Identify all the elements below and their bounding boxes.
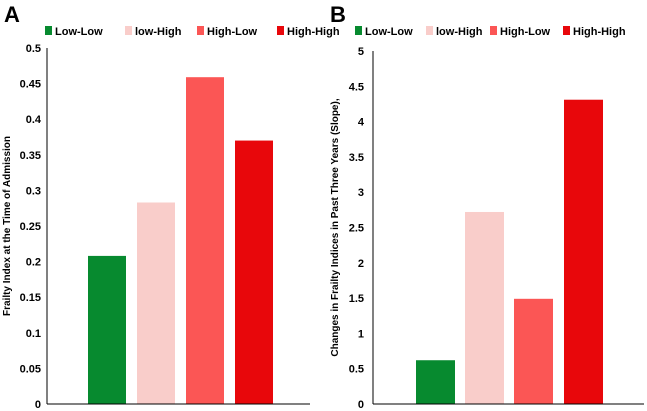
- y-tick-label: 2.5: [349, 223, 364, 235]
- legend-swatch-low-high: [125, 26, 132, 35]
- chart-panel-b: B Low-Low low-High High-Low High-High 0 0.5 1 1.…: [330, 2, 644, 411]
- y-axis-title: Changes in Frailty Indices in Past Three…: [330, 98, 341, 356]
- y-tick-label: 0.5: [349, 364, 364, 376]
- bar-high-low: [186, 77, 224, 404]
- bar-low-low: [416, 360, 455, 404]
- legend-swatch-high-high: [277, 26, 284, 35]
- y-tick-label: 0.2: [26, 257, 41, 269]
- y-tick-label: 1: [358, 328, 364, 340]
- y-tick-label: 0: [35, 399, 41, 411]
- y-tick-label: 0.05: [20, 363, 41, 375]
- panel-label: B: [330, 2, 346, 27]
- legend-swatch-low-low: [355, 26, 362, 35]
- legend-label-high-low: High-Low: [500, 26, 551, 38]
- y-tick-label: 0.25: [20, 221, 41, 233]
- y-tick-label: 4.5: [349, 81, 364, 93]
- legend-label-low-high: low-High: [135, 26, 182, 38]
- bar-high-high: [235, 140, 273, 404]
- y-axis-title: Frailty Index at the Time of Admission: [2, 136, 13, 316]
- bar-low-high: [465, 211, 504, 404]
- y-tick-label: 0.4: [26, 114, 42, 126]
- bar-low-high: [137, 202, 175, 404]
- legend-label-low-low: Low-Low: [55, 26, 103, 38]
- legend-label-low-low: Low-Low: [365, 26, 413, 38]
- legend-swatch-low-high: [426, 26, 433, 35]
- y-tick-label: 3: [358, 187, 364, 199]
- y-tick-label: 0.1: [26, 328, 41, 340]
- legend-swatch-high-low: [197, 26, 204, 35]
- y-tick-label: 3.5: [349, 152, 364, 164]
- y-tick-label: 0.15: [20, 292, 41, 304]
- panel-label: A: [4, 2, 20, 27]
- legend-label-high-high: High-High: [573, 26, 626, 38]
- y-tick-label: 0.35: [20, 150, 41, 162]
- legend-label-high-low: High-Low: [207, 26, 258, 38]
- legend-swatch-high-low: [490, 26, 497, 35]
- bar-low-low: [88, 255, 126, 404]
- y-tick-label: 0.45: [20, 79, 41, 91]
- legend-swatch-low-low: [45, 26, 52, 35]
- legend-label-high-high: High-High: [287, 26, 340, 38]
- y-tick-label: 0.3: [26, 185, 41, 197]
- y-tick-label: 0.5: [26, 43, 41, 55]
- chart-panel-a: A Low-Low low-High High-Low High-High 0 0.05 0.…: [2, 2, 340, 411]
- bar-high-low: [514, 298, 553, 404]
- y-tick-label: 2: [358, 258, 364, 270]
- y-tick-label: 0: [358, 399, 364, 411]
- legend-label-low-high: low-High: [436, 26, 483, 38]
- y-tick-label: 1.5: [349, 293, 364, 305]
- legend-swatch-high-high: [563, 26, 570, 35]
- y-tick-label: 5: [358, 46, 364, 58]
- y-tick-label: 4: [358, 117, 365, 129]
- bar-high-high: [564, 99, 603, 405]
